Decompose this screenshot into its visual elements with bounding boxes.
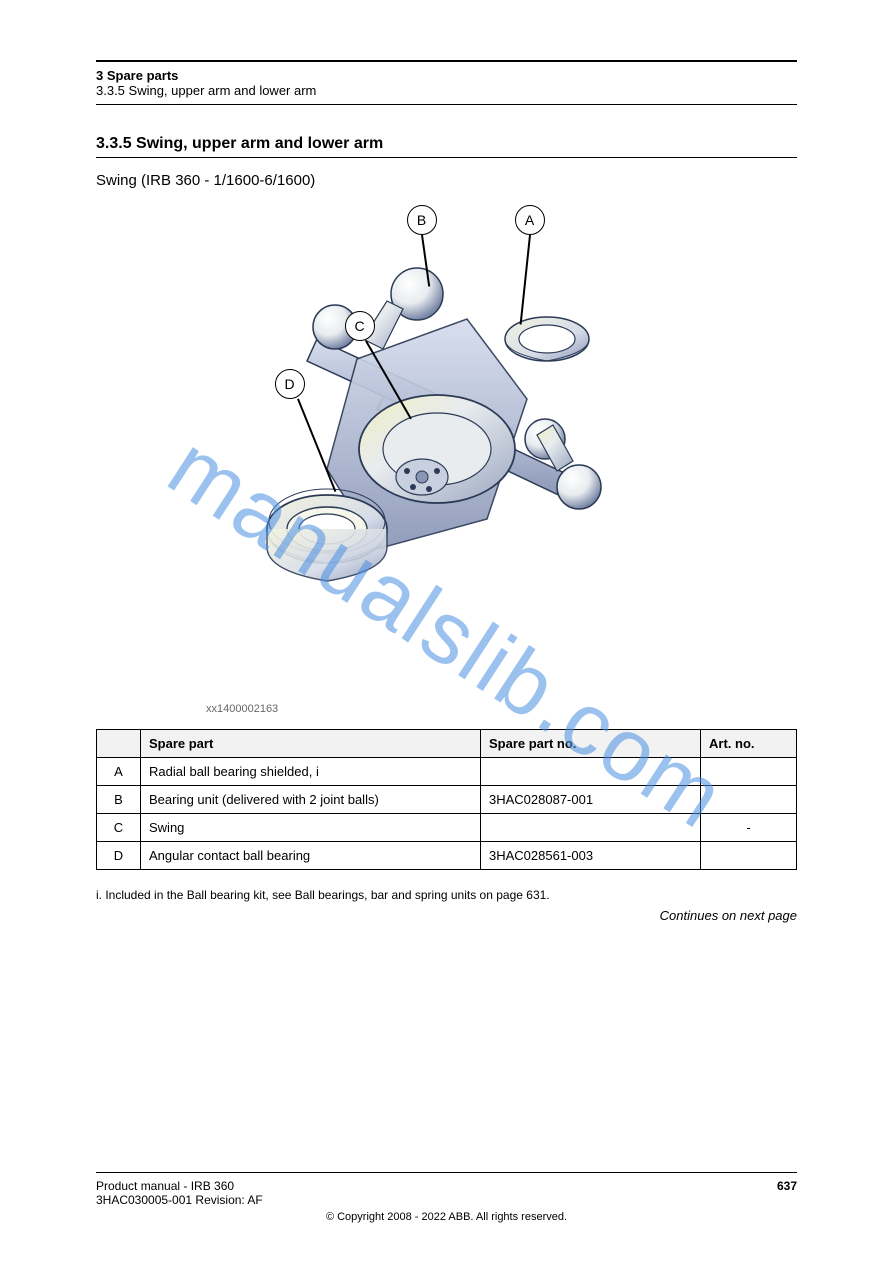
th-art-no: Art. no. — [701, 730, 797, 758]
cell-id: A — [97, 758, 141, 786]
table-row: C Swing - — [97, 814, 797, 842]
table-row: B Bearing unit (delivered with 2 joint b… — [97, 786, 797, 814]
header-underline — [96, 104, 797, 105]
callout-A: A — [515, 205, 545, 235]
part-A-ring — [505, 317, 589, 361]
cell-artno — [701, 786, 797, 814]
cell-part-text: Radial ball bearing shielded, i — [149, 764, 319, 779]
footer-row: Product manual - IRB 360 3HAC030005-001 … — [96, 1179, 797, 1207]
callout-B: B — [407, 205, 437, 235]
subheading: Swing (IRB 360 - 1/1600-6/1600) — [96, 172, 797, 189]
header-rule — [96, 60, 797, 62]
footer-rule — [96, 1172, 797, 1173]
cell-id: C — [97, 814, 141, 842]
cell-spareno — [481, 758, 701, 786]
figure: A B C D — [207, 199, 687, 699]
continues-text: Continues on next page — [96, 908, 797, 923]
th-blank — [97, 730, 141, 758]
header-left: 3 Spare parts 3.3.5 Swing, upper arm and… — [96, 68, 316, 98]
cell-artno — [701, 758, 797, 786]
header-section-sub: 3.3.5 Swing, upper arm and lower arm — [96, 83, 316, 98]
table-head: Spare part Spare part no. Art. no. — [97, 730, 797, 758]
figure-wrap: A B C D — [96, 199, 797, 699]
parts-table: Spare part Spare part no. Art. no. A Rad… — [96, 729, 797, 870]
section-title-rule — [96, 157, 797, 158]
cell-spareno — [481, 814, 701, 842]
header-section-no: 3 Spare parts — [96, 68, 316, 83]
table-footnote: i. Included in the Ball bearing kit, see… — [96, 888, 643, 902]
section-title: 3.3.5 Swing, upper arm and lower arm — [96, 135, 797, 153]
callout-D: D — [275, 369, 305, 399]
th-spare: Spare part — [141, 730, 481, 758]
cell-spareno: 3HAC028087-001 — [481, 786, 701, 814]
cell-artno — [701, 842, 797, 870]
figure-code: xx1400002163 — [206, 703, 797, 715]
cell-part: Angular contact ball bearing — [141, 842, 481, 870]
header-row: 3 Spare parts 3.3.5 Swing, upper arm and… — [96, 68, 797, 98]
cell-spareno: 3HAC028561-003 — [481, 842, 701, 870]
assembly-svg — [207, 199, 687, 699]
footer-pageno: 637 — [777, 1179, 797, 1207]
table-header-row: Spare part Spare part no. Art. no. — [97, 730, 797, 758]
th-spare-no: Spare part no. — [481, 730, 701, 758]
footer-rev: 3HAC030005-001 Revision: AF — [96, 1193, 263, 1207]
cell-part: Swing — [141, 814, 481, 842]
footer-left: Product manual - IRB 360 3HAC030005-001 … — [96, 1179, 263, 1207]
cell-id: D — [97, 842, 141, 870]
footer: Product manual - IRB 360 3HAC030005-001 … — [96, 1172, 797, 1223]
table-body: A Radial ball bearing shielded, i B Bear… — [97, 758, 797, 870]
footer-copyright: © Copyright 2008 - 2022 ABB. All rights … — [96, 1211, 797, 1223]
cell-id: B — [97, 786, 141, 814]
cell-artno: - — [701, 814, 797, 842]
cell-part: Radial ball bearing shielded, i — [141, 758, 481, 786]
table-row: A Radial ball bearing shielded, i — [97, 758, 797, 786]
page-root: manualslib.com 3 Spare parts 3.3.5 Swing… — [0, 0, 893, 1263]
footer-manual: Product manual - IRB 360 — [96, 1179, 263, 1193]
callout-C: C — [345, 311, 375, 341]
table-row: D Angular contact ball bearing 3HAC02856… — [97, 842, 797, 870]
cell-part: Bearing unit (delivered with 2 joint bal… — [141, 786, 481, 814]
